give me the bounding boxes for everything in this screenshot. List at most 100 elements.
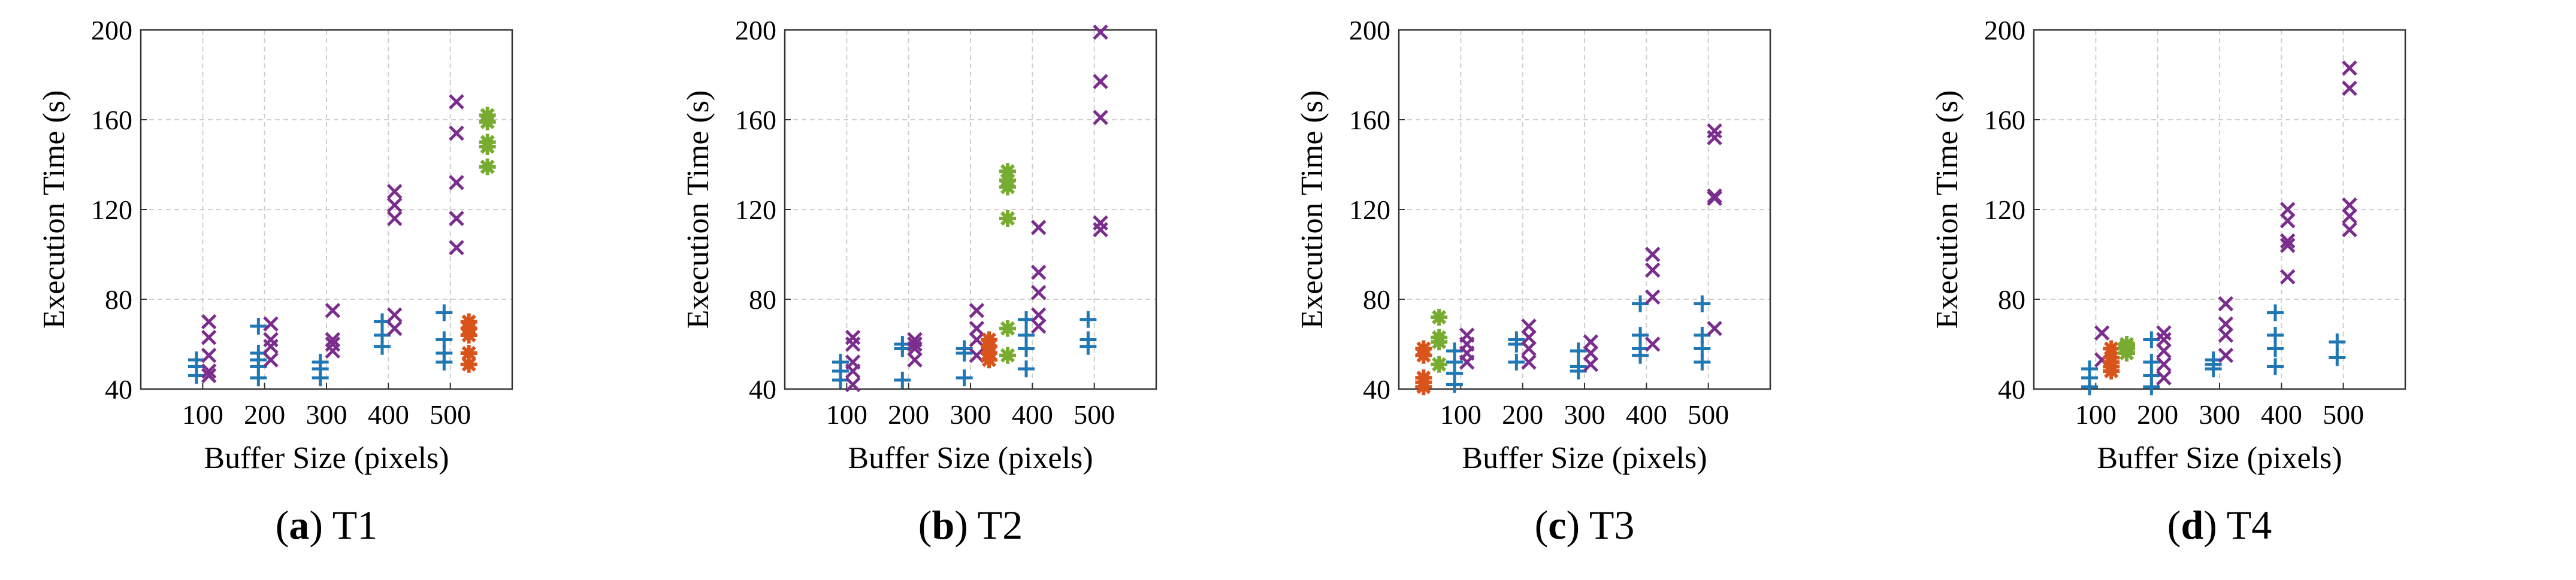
data-point-cross xyxy=(1583,356,1599,372)
data-point-plus xyxy=(2267,340,2284,357)
data-point-plus xyxy=(894,372,911,388)
data-point-cross xyxy=(325,332,341,348)
data-point-star-orange xyxy=(2103,363,2120,379)
data-point-cross xyxy=(2342,197,2357,213)
data-point-cross xyxy=(1583,345,1599,361)
data-point-plus xyxy=(1080,338,1097,355)
data-point-cross xyxy=(1583,334,1599,350)
y-tick-label: 200 xyxy=(91,15,132,45)
data-point-cross xyxy=(2279,233,2296,249)
data-point-plus xyxy=(1018,340,1035,357)
data-point-cross xyxy=(1093,110,1108,126)
data-point-cross xyxy=(263,338,279,354)
data-point-plus xyxy=(1080,311,1097,328)
y-tick-label: 40 xyxy=(105,374,132,405)
data-point-plus xyxy=(188,367,205,384)
data-point-plus xyxy=(2267,304,2284,321)
data-point-cross xyxy=(2279,269,2296,285)
data-point-plus xyxy=(2329,333,2346,351)
y-tick-label: 40 xyxy=(1363,374,1390,405)
data-point-cross xyxy=(2342,60,2357,76)
data-point-cross xyxy=(1644,247,1661,262)
data-point-cross xyxy=(845,363,861,379)
x-tick-label: 200 xyxy=(2137,399,2178,430)
data-point-cross xyxy=(1093,24,1108,40)
data-point-cross xyxy=(1521,318,1537,334)
data-point-plus xyxy=(956,369,973,387)
data-point-star-orange xyxy=(1415,378,1432,396)
data-point-star-green xyxy=(2118,345,2135,362)
x-tick-label: 500 xyxy=(1688,399,1729,430)
data-point-cross xyxy=(969,320,985,336)
data-point-cross xyxy=(201,314,217,330)
data-point-cross xyxy=(201,347,217,363)
x-tick-label: 200 xyxy=(1502,399,1543,430)
y-tick-label: 80 xyxy=(1998,284,2025,315)
data-point-plus xyxy=(1570,363,1587,379)
data-point-cross xyxy=(969,302,985,318)
x-tick-label: 100 xyxy=(182,399,223,430)
data-point-cross xyxy=(1030,318,1047,334)
x-axis-label: Buffer Size (pixels) xyxy=(2097,441,2342,475)
data-point-cross xyxy=(1521,354,1537,370)
y-tick-label: 80 xyxy=(749,284,776,315)
data-point-cross xyxy=(1644,289,1661,305)
panel-caption: (b) T2 xyxy=(918,502,1023,548)
y-axis-label: Execution Time (s) xyxy=(37,90,71,329)
data-point-cross xyxy=(1093,74,1108,90)
x-tick-label: 200 xyxy=(888,399,929,430)
data-point-cross xyxy=(1521,341,1537,357)
y-tick-label: 200 xyxy=(1349,15,1390,45)
data-point-cross xyxy=(1521,329,1537,345)
data-point-star-green xyxy=(479,158,496,175)
data-point-cross xyxy=(2342,221,2357,238)
y-tick-label: 120 xyxy=(91,195,132,225)
data-point-plus xyxy=(374,338,391,355)
data-point-star-green xyxy=(999,320,1016,337)
y-tick-label: 200 xyxy=(1984,15,2025,45)
y-tick-label: 160 xyxy=(91,105,132,135)
x-tick-label: 500 xyxy=(2323,399,2364,430)
data-point-cross xyxy=(2156,356,2172,372)
x-tick-label: 300 xyxy=(2199,399,2241,430)
panel-caption: (a) T1 xyxy=(276,502,378,548)
data-point-star-orange xyxy=(1415,347,1432,364)
data-point-cross xyxy=(1030,265,1047,280)
data-point-cross xyxy=(386,211,403,226)
data-point-cross xyxy=(2218,327,2234,343)
data-point-cross xyxy=(201,363,217,379)
data-point-cross xyxy=(1030,284,1047,300)
x-tick-label: 100 xyxy=(826,399,867,430)
data-point-star-green xyxy=(1431,333,1448,351)
data-point-cross xyxy=(386,197,403,213)
data-point-cross xyxy=(263,352,279,368)
data-point-star-green xyxy=(1431,309,1448,326)
data-point-cross xyxy=(325,343,341,359)
y-tick-label: 160 xyxy=(1349,105,1390,135)
data-point-cross xyxy=(449,175,464,190)
data-point-cross xyxy=(1030,220,1047,235)
panel-caption: (d) T4 xyxy=(2167,502,2272,548)
data-point-star-orange xyxy=(2103,340,2120,357)
data-point-plus xyxy=(832,372,849,388)
data-point-cross xyxy=(1644,336,1661,352)
x-tick-label: 400 xyxy=(1012,399,1053,430)
data-point-star-green xyxy=(479,138,496,155)
x-tick-label: 500 xyxy=(430,399,471,430)
x-tick-label: 100 xyxy=(1440,399,1481,430)
y-tick-label: 80 xyxy=(105,284,132,315)
data-point-cross xyxy=(2279,212,2296,229)
data-point-star-orange xyxy=(460,356,477,373)
data-point-plus xyxy=(1508,336,1525,353)
data-point-cross xyxy=(1707,320,1722,336)
data-point-star-green xyxy=(1431,356,1448,373)
y-tick-label: 120 xyxy=(1349,195,1390,225)
data-point-cross xyxy=(2218,296,2234,312)
data-point-plus xyxy=(1632,295,1649,312)
y-tick-label: 40 xyxy=(1998,374,2025,405)
data-point-star-green xyxy=(479,113,496,130)
data-point-cross xyxy=(2156,332,2172,348)
data-point-cross xyxy=(386,184,403,199)
data-point-cross xyxy=(1707,190,1722,207)
